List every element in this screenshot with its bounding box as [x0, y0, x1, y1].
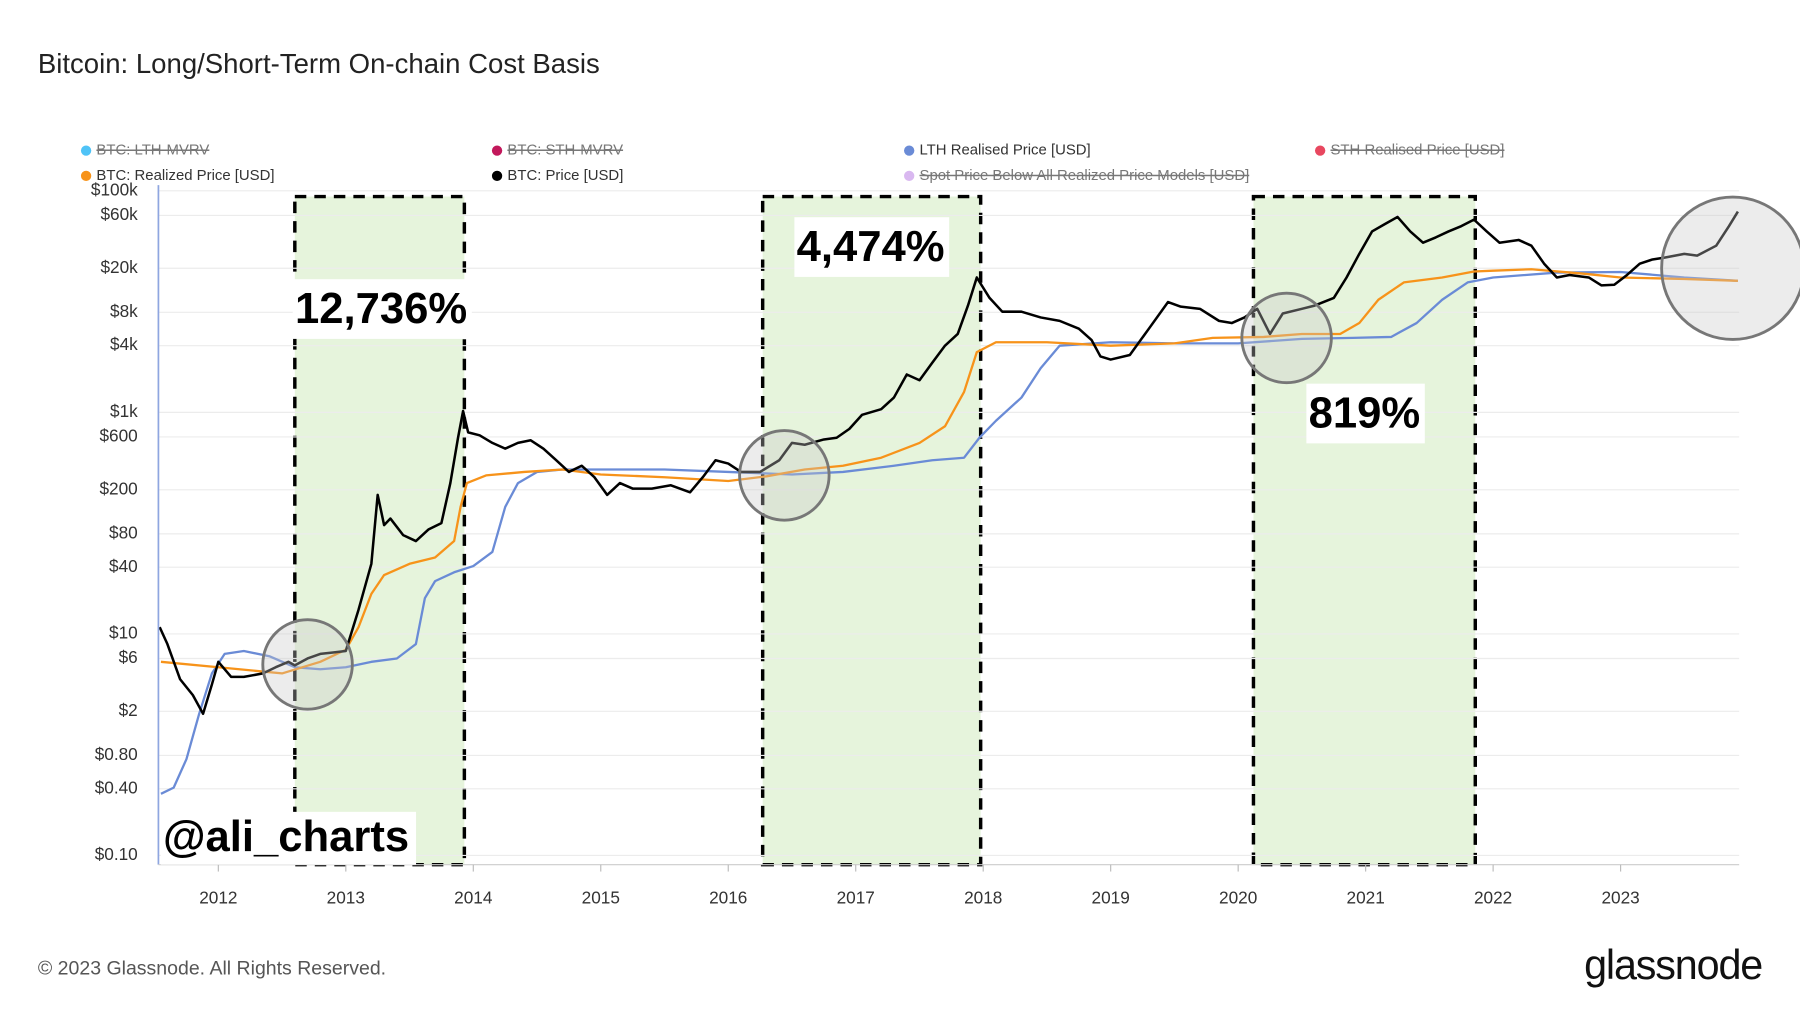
x-tick-label: 2023 — [1601, 888, 1639, 908]
x-tick-label: 2019 — [1092, 888, 1130, 908]
watermark-background — [160, 811, 417, 865]
annotation-background — [292, 279, 472, 339]
y-tick-label: $10 — [109, 622, 138, 642]
y-tick-label: $1k — [110, 401, 138, 421]
y-tick-label: $4k — [110, 334, 138, 354]
legend-label: Spot Price Below All Realized Price Mode… — [920, 167, 1250, 184]
lines — [158, 210, 1739, 795]
grid — [158, 190, 1740, 857]
x-tick-label: 2018 — [964, 888, 1002, 908]
highlight-circle — [261, 618, 354, 711]
chart-title: Bitcoin: Long/Short-Term On-chain Cost B… — [38, 48, 600, 79]
y-tick-label: $0.10 — [95, 844, 138, 864]
x-tick-label: 2015 — [582, 888, 620, 908]
legend-marker — [491, 170, 503, 182]
legend-marker — [80, 145, 92, 156]
x-tick-label: 2016 — [709, 888, 747, 908]
y-tick-label: $40 — [109, 556, 138, 576]
y-tick-label: $100k — [91, 179, 138, 199]
annotation-label: 12,736% — [295, 285, 467, 333]
y-tick-label: $0.80 — [95, 744, 138, 764]
highlight-circle — [1240, 291, 1333, 385]
legend-label: BTC: STH-MVRV — [507, 142, 623, 159]
y-tick-label: $2 — [119, 700, 138, 720]
series-line — [160, 268, 1738, 675]
legend-marker — [491, 145, 503, 156]
x-tick-label: 2014 — [454, 888, 493, 908]
annotation-background — [794, 217, 950, 277]
x-tick-label: 2013 — [327, 888, 365, 908]
series-line — [158, 210, 1739, 716]
annotation-label: 4,474% — [797, 223, 945, 271]
highlight-region — [760, 194, 983, 867]
x-tick-label: 2012 — [199, 888, 237, 908]
y-tick-label: $60k — [100, 204, 138, 224]
highlight-circle — [1660, 195, 1800, 341]
y-tick-label: $0.40 — [95, 777, 138, 797]
y-tick-label: $8k — [110, 301, 138, 321]
legend-label: STH Realised Price [USD] — [1330, 142, 1504, 159]
x-tick-label: 2022 — [1474, 888, 1512, 908]
brand-logo: glassnode — [1584, 942, 1762, 988]
legend-marker — [1314, 145, 1326, 156]
legend: BTC: LTH-MVRV BTC: STH-MVRV LTH Realised P… — [80, 142, 1504, 184]
footer: © 2023 Glassnode. All Rights Reserved. — [38, 957, 386, 979]
y-tick-label: $200 — [99, 478, 137, 498]
y-tick-label: $6 — [119, 647, 138, 667]
annotation-background — [1306, 383, 1425, 444]
y-tick-label: $80 — [109, 522, 138, 542]
axes: $0.10 $0.40 $0.80 $2 $6 $10 $40 $80 $200 $600 $1k $… — [91, 179, 1740, 908]
legend-marker — [80, 170, 92, 182]
y-tick-label: $600 — [99, 425, 137, 445]
watermark: @ali_charts — [163, 813, 409, 861]
legend-label: LTH Realised Price [USD] — [920, 142, 1091, 159]
legend-label: BTC: Price [USD] — [507, 167, 623, 184]
x-tick-label: 2020 — [1219, 888, 1257, 908]
y-tick-label: $20k — [100, 257, 138, 277]
legend-marker — [904, 145, 915, 156]
legend-label: BTC: LTH-MVRV — [96, 142, 209, 159]
overlay: 12,736% 4,474% 819% @ali_charts — [160, 195, 1800, 865]
legend-label: BTC: Realized Price [USD] — [96, 167, 274, 184]
highlight-circle — [738, 429, 831, 522]
x-tick-label: 2017 — [837, 888, 875, 908]
x-tick-label: 2021 — [1347, 888, 1385, 908]
legend-marker — [904, 170, 915, 182]
annotation-label: 819% — [1309, 389, 1421, 437]
